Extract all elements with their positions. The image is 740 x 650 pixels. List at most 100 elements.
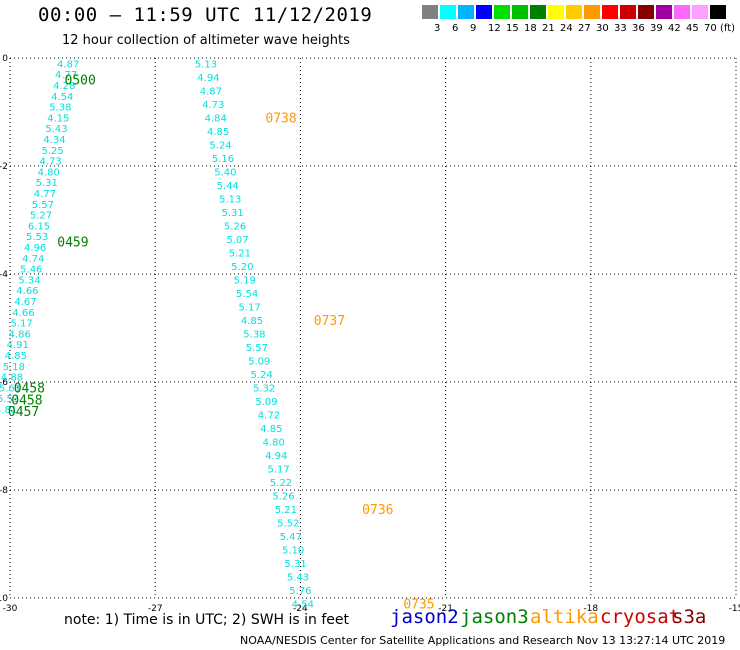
y-tick-label: -4: [0, 270, 8, 280]
x-tick-label: -15: [729, 604, 740, 614]
swh-value: 4.85: [241, 316, 263, 327]
swh-value: 4.86: [9, 329, 31, 340]
swh-value: 4.84: [205, 113, 227, 124]
legend-label: 6: [452, 23, 459, 34]
lat-lon-grid: [9, 57, 737, 599]
legend-swatch: [512, 5, 528, 19]
swh-value: 5.22: [270, 478, 292, 489]
satellite-jason3: jason3: [460, 606, 529, 628]
swh-value: 4.73: [202, 100, 224, 111]
page-subtitle: 12 hour collection of altimeter wave hei…: [62, 33, 350, 48]
pass-time: 0458: [14, 381, 45, 396]
swh-value: 4.80: [38, 167, 60, 178]
note-text: note: 1) Time is in UTC; 2) SWH is in fe…: [64, 612, 350, 628]
x-tick-label: -30: [3, 604, 18, 614]
swh-value: 5.44: [217, 181, 239, 192]
pass-time: 0736: [362, 503, 393, 518]
swh-value: 5.57: [32, 200, 54, 211]
legend-swatch: [476, 5, 492, 19]
swh-value: 5.09: [248, 356, 270, 367]
swh-value: 4.66: [16, 286, 38, 297]
legend-swatch: [692, 5, 708, 19]
swh-value: 5.57: [246, 343, 268, 354]
swh-value: 4.94: [197, 73, 219, 84]
swh-value: 5.47: [280, 532, 302, 543]
satellite-altika: altika: [530, 606, 599, 628]
satellite-cryosat: cryosat: [600, 606, 681, 628]
swh-value: 4.72: [258, 410, 280, 421]
legend-label: 3: [434, 23, 441, 34]
swh-value: 5.20: [231, 262, 253, 273]
legend-swatch: [440, 5, 456, 19]
swh-value: 5.07: [226, 235, 248, 246]
swh-value: 4.66: [12, 308, 34, 319]
satellite-s3a: s3a: [672, 606, 707, 628]
swh-value: 5.31: [36, 178, 58, 189]
swh-value: 4.87: [57, 59, 79, 70]
swh-value: 4.28: [53, 81, 75, 92]
swh-value: 5.18: [3, 362, 25, 373]
legend-label: 9: [470, 23, 477, 34]
swh-value: 5.53: [0, 394, 19, 405]
swh-value: 5.17: [238, 302, 260, 313]
legend-label: 12: [488, 23, 501, 34]
x-tick-label: -27: [148, 604, 163, 614]
swh-value: 5.19: [234, 275, 256, 286]
legend-label: 70: [704, 23, 717, 34]
legend-label: 27: [578, 23, 591, 34]
swh-value: 5.54: [236, 289, 258, 300]
swh-value: 4.96: [24, 243, 46, 254]
swh-value: 5.76: [289, 586, 311, 597]
y-tick-label: -10: [0, 594, 8, 604]
swh-value: 5.13: [219, 194, 241, 205]
legend-unit: (ft): [720, 23, 736, 34]
swh-value: 4.85: [260, 424, 282, 435]
legend-label: 42: [668, 23, 681, 34]
swh-value: 4.54: [292, 599, 314, 610]
pass-time: 0459: [57, 236, 88, 251]
pass-time: 0735: [403, 597, 434, 612]
swh-value: 5.10: [282, 545, 304, 556]
swh-value: 4.85: [5, 351, 27, 362]
swh-value: 4.15: [47, 113, 69, 124]
legend-label: 36: [632, 23, 645, 34]
swh-value: 4.74: [22, 254, 44, 265]
legend-swatch: [422, 5, 438, 19]
y-tick-label: 0: [2, 54, 8, 64]
legend-swatch: [620, 5, 636, 19]
legend-label: 33: [614, 23, 627, 34]
legend-swatch: [548, 5, 564, 19]
swh-value: 4.88: [1, 373, 23, 384]
swh-value: 4.91: [7, 340, 29, 351]
swh-value: 5.38: [49, 103, 71, 114]
swh-value: 4.77: [55, 70, 77, 81]
swh-value: 4.77: [34, 189, 56, 200]
y-tick-label: -2: [0, 162, 8, 172]
swh-value: 5.21: [229, 248, 251, 259]
swh-value: 4.80: [263, 437, 285, 448]
swh-value: 4.54: [51, 92, 73, 103]
swh-value: 4.87: [200, 86, 222, 97]
legend-swatch: [656, 5, 672, 19]
swh-value: 4.94: [265, 451, 287, 462]
swh-value: 5.31: [222, 208, 244, 219]
swh-value: 5.52: [277, 518, 299, 529]
swh-value: 5.24: [209, 140, 231, 151]
swh-value: 5.43: [45, 124, 67, 135]
pass-time: 0738: [265, 111, 296, 126]
wave-height-values: 4.874.774.284.545.384.155.434.345.254.73…: [0, 59, 314, 610]
legend-swatch: [494, 5, 510, 19]
legend-label: 45: [686, 23, 699, 34]
legend-label: 30: [596, 23, 609, 34]
swh-value: 5.27: [30, 211, 52, 222]
swh-value: 4.81: [0, 405, 17, 416]
swh-value: 5.17: [10, 319, 32, 330]
legend-swatch: [530, 5, 546, 19]
swh-value: 5.17: [267, 464, 289, 475]
legend-swatch: [584, 5, 600, 19]
swh-value: 5.16: [212, 154, 234, 165]
legend-label: 18: [524, 23, 537, 34]
credit-line: NOAA/NESDIS Center for Satellite Applica…: [240, 634, 726, 647]
swh-value: 4.73: [40, 157, 62, 168]
